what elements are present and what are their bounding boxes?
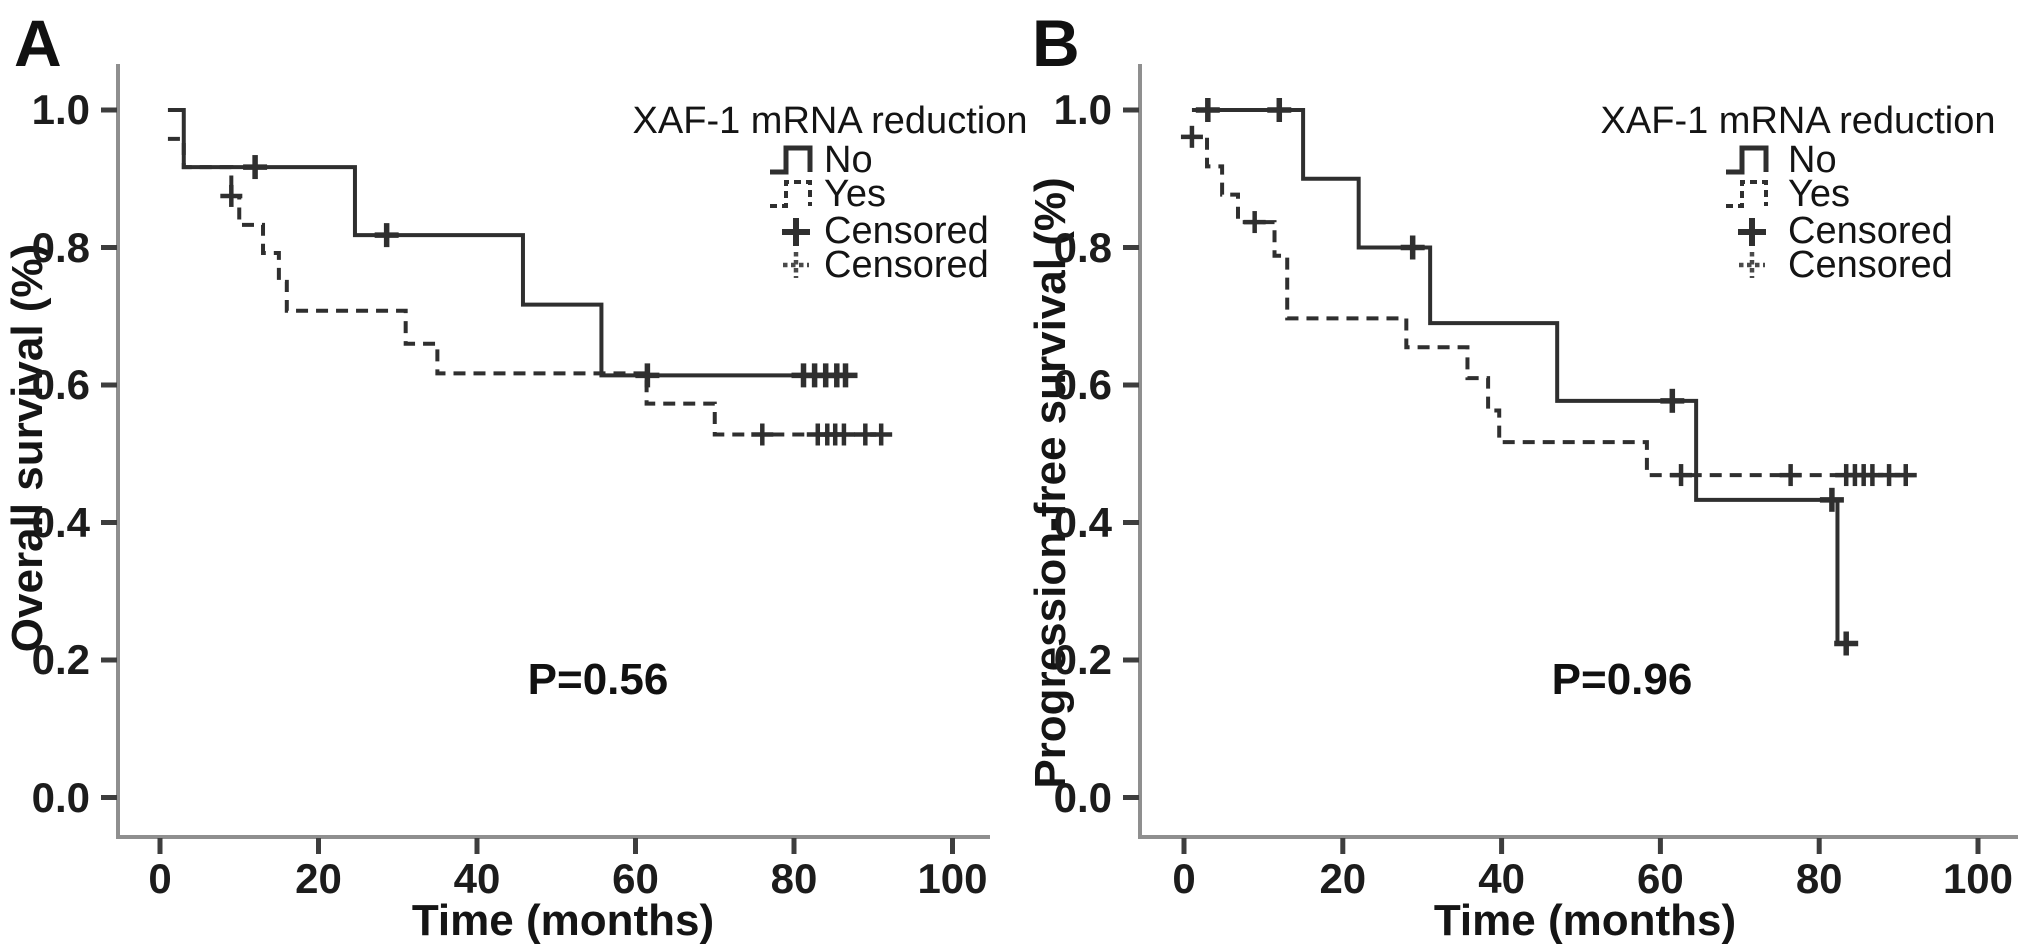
x-tick-label: 100 xyxy=(917,855,988,902)
legend-label-yes-b: Yes xyxy=(1788,173,1850,215)
x-tick-label: 60 xyxy=(1637,855,1684,902)
km-curve-no xyxy=(167,108,854,378)
solid-step-line-icon xyxy=(1726,145,1769,175)
x-tick-label: 20 xyxy=(295,855,342,902)
y-tick-label: 0.0 xyxy=(31,773,90,821)
p-value-a: P=0.56 xyxy=(527,655,669,704)
y-tick-label: 0.8 xyxy=(31,223,90,271)
solid-step-line-icon xyxy=(770,145,813,175)
km-curve-no xyxy=(1191,108,1851,646)
y-tick-label: 0.4 xyxy=(1053,498,1112,546)
dashed-step-line-icon xyxy=(1726,180,1768,208)
legend-label-yes-a: Yes xyxy=(824,173,886,215)
y-tick-label: 1.0 xyxy=(31,86,90,133)
legend-label-censored-dashed-a: Censored xyxy=(824,244,989,286)
legend-label-censored-dashed-b: Censored xyxy=(1788,244,1953,286)
y-tick-label: 0.6 xyxy=(1053,361,1112,408)
y-tick-label: 0.2 xyxy=(31,636,90,683)
x-tick-label: 40 xyxy=(1478,855,1525,902)
x-tick-label: 60 xyxy=(612,855,659,902)
legend-label-no-b: No xyxy=(1788,139,1837,181)
x-tick-label: 100 xyxy=(1942,855,2014,902)
x-tick-label: 80 xyxy=(1795,855,1843,902)
legend-label-censored-solid-a: Censored xyxy=(824,210,989,252)
legend-label-censored-solid-b: Censored xyxy=(1788,210,1953,252)
y-tick-label: 0.6 xyxy=(31,361,90,408)
y-tick-label: 0.0 xyxy=(1053,773,1112,821)
x-axis-title-b: Time (months) xyxy=(1433,896,1737,945)
y-tick-label: 0.4 xyxy=(31,498,90,546)
legend-title-a: XAF-1 mRNA reduction xyxy=(632,100,1028,142)
p-value-b: P=0.96 xyxy=(1551,655,1693,704)
x-tick-label: 0 xyxy=(1172,855,1196,902)
x-tick-label: 40 xyxy=(453,855,501,902)
x-tick-label: 20 xyxy=(1319,855,1367,902)
legend-label-no-a: No xyxy=(824,139,873,181)
km-curve-yes xyxy=(167,136,890,437)
x-tick-label: 0 xyxy=(148,855,172,902)
y-tick-label: 0.8 xyxy=(1053,223,1112,271)
y-tick-label: 1.0 xyxy=(1053,86,1112,133)
x-axis-title-a: Time (months) xyxy=(411,896,715,945)
y-tick-label: 0.2 xyxy=(1053,636,1112,683)
x-tick-label: 80 xyxy=(770,855,818,902)
legend-title-b: XAF-1 mRNA reduction xyxy=(1600,100,1996,142)
km-curve-yes xyxy=(1187,134,1915,478)
panel-a-letter: A xyxy=(14,6,62,80)
panel-b-letter: B xyxy=(1032,6,1080,80)
dashed-step-line-icon xyxy=(770,180,812,208)
y-axis-title-a: Overall survival (%) xyxy=(3,243,52,653)
